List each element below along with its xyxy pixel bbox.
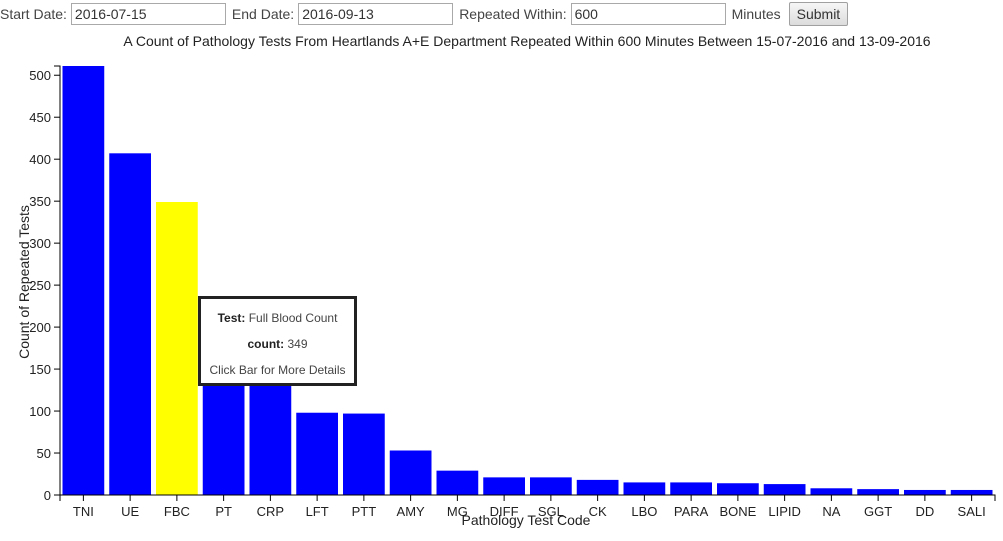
- bar-ck[interactable]: [576, 479, 619, 495]
- repeat-label: Repeated Within:: [459, 5, 567, 22]
- y-tick-label: 500: [29, 68, 51, 83]
- bar-para[interactable]: [670, 482, 712, 495]
- bar-ggt[interactable]: [857, 489, 899, 495]
- tooltip-test-value: Full Blood Count: [248, 311, 338, 325]
- bar-lbo[interactable]: [623, 482, 666, 495]
- bar-sali[interactable]: [950, 489, 993, 495]
- x-tick-label: PT: [215, 504, 232, 519]
- submit-button[interactable]: Submit: [788, 1, 849, 26]
- tooltip-test-label: Test:: [217, 311, 246, 325]
- x-tick-label: GGT: [864, 504, 892, 519]
- y-tick-label: 250: [29, 278, 51, 293]
- x-axis-label: Pathology Test Code: [462, 512, 591, 528]
- date-filter-form: Start Date: End Date: Repeated Within: M…: [0, 0, 849, 27]
- x-tick-label: PARA: [674, 504, 709, 519]
- x-tick-label: LBO: [631, 504, 657, 519]
- x-tick-label: NA: [822, 504, 840, 519]
- y-tick-label: 200: [29, 320, 51, 335]
- x-tick-label: CRP: [257, 504, 284, 519]
- bar-diff[interactable]: [483, 477, 525, 495]
- bar-bone[interactable]: [717, 483, 759, 495]
- x-tick-label: SALI: [958, 504, 986, 519]
- bar-tni[interactable]: [62, 66, 105, 495]
- bar-crp[interactable]: [249, 369, 292, 495]
- y-tick-label: 0: [44, 488, 51, 503]
- tooltip-count-value: 349: [287, 337, 308, 351]
- bar-sgl[interactable]: [530, 477, 572, 495]
- x-tick-label: TNI: [73, 504, 94, 519]
- bar-lft[interactable]: [296, 412, 338, 495]
- x-tick-label: DD: [915, 504, 934, 519]
- y-tick-label: 350: [29, 194, 51, 209]
- bar-lipid[interactable]: [763, 484, 806, 495]
- minutes-label: Minutes: [731, 5, 781, 22]
- bar-pt[interactable]: [202, 369, 245, 495]
- y-tick-label: 100: [29, 404, 51, 419]
- y-tick-label: 150: [29, 362, 51, 377]
- bar-dd[interactable]: [904, 489, 946, 495]
- y-tick-label: 400: [29, 152, 51, 167]
- tooltip-count-label: count:: [247, 337, 285, 351]
- chart-title: A Count of Pathology Tests From Heartlan…: [123, 33, 930, 49]
- start-date-label: Start Date:: [0, 5, 67, 22]
- start-date-input[interactable]: [70, 2, 226, 25]
- x-axis-line: [59, 494, 996, 501]
- y-tick-label: 450: [29, 110, 51, 125]
- x-tick-label: MG: [447, 504, 468, 519]
- y-tick-label: 50: [37, 446, 51, 461]
- end-date-label: End Date:: [231, 5, 295, 22]
- bar-fbc[interactable]: [156, 202, 198, 495]
- x-tick-label: UE: [121, 504, 139, 519]
- x-tick-label: AMY: [397, 504, 426, 519]
- x-tick-label: FBC: [164, 504, 190, 519]
- x-tick-label: CK: [589, 504, 607, 519]
- bar-amy[interactable]: [389, 450, 432, 495]
- bar-ptt[interactable]: [343, 413, 385, 495]
- repeated-within-input[interactable]: [570, 2, 726, 25]
- y-tick-label: 300: [29, 236, 51, 251]
- bar-ue[interactable]: [109, 153, 151, 495]
- x-tick-label: LIPID: [768, 504, 801, 519]
- x-tick-label: PTT: [352, 504, 377, 519]
- end-date-input[interactable]: [298, 2, 454, 25]
- y-axis-label: Count of Repeated Tests: [16, 205, 32, 359]
- tooltip-hint: Click Bar for More Details: [209, 363, 346, 377]
- x-tick-label: SGL: [538, 504, 564, 519]
- bar-na[interactable]: [810, 488, 853, 495]
- bar-tooltip: Test: Full Blood Count count: 349 Click …: [198, 296, 357, 386]
- x-tick-label: LFT: [306, 504, 329, 519]
- y-axis-line: [54, 65, 61, 496]
- x-tick-label: BONE: [719, 504, 756, 519]
- bar-mg[interactable]: [436, 470, 479, 495]
- x-tick-label: DIFF: [490, 504, 519, 519]
